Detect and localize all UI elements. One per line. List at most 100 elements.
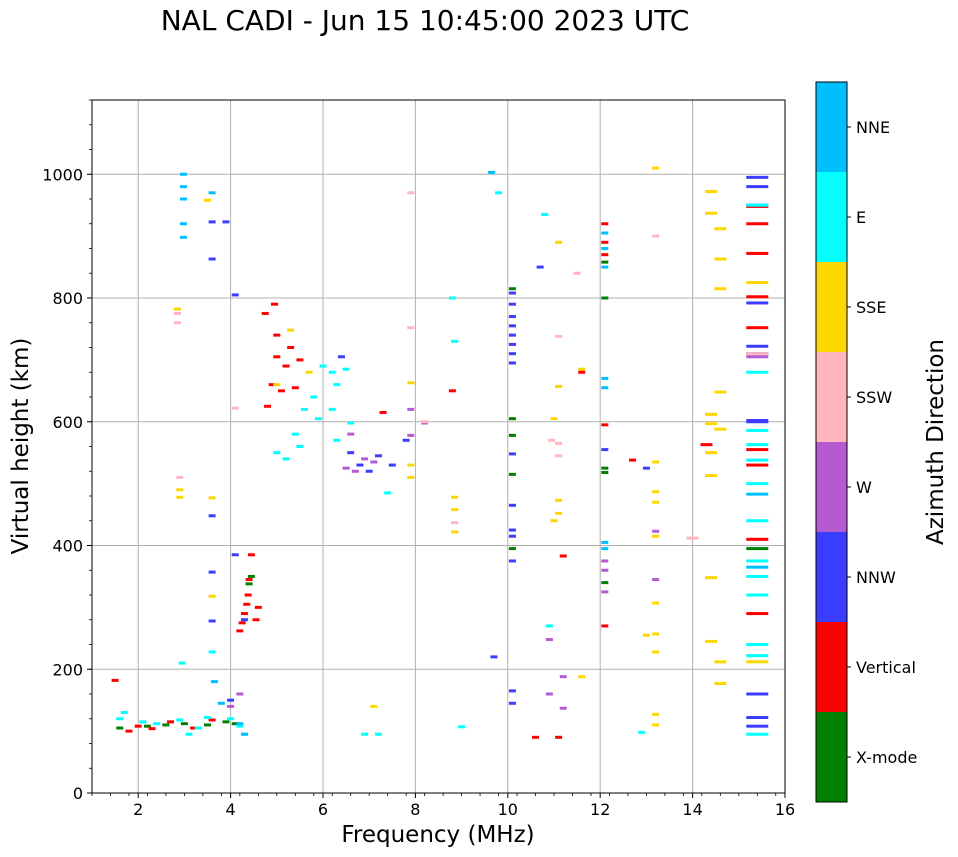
echo-point-e [361,732,369,736]
echo-point-x-mode [116,726,124,730]
echo-point-vertical [601,240,609,244]
echo-point-e [204,716,211,720]
echo-point-sse [705,639,718,643]
echo-point-nnw [746,420,769,424]
echo-point-nnw [208,257,216,261]
echo-point-sse [305,370,313,374]
echo-point-sse [208,496,216,500]
echo-point-vertical [243,602,251,606]
echo-point-nnw [746,175,769,179]
grid-lines [92,100,785,793]
colorbar-label-sse: SSE [856,298,886,317]
echo-point-vertical [148,727,156,731]
echo-point-sse [287,328,295,332]
echo-point-x-mode [746,547,769,551]
colorbar-swatch-x-mode [816,712,847,802]
echo-point-nne [179,235,187,239]
echo-point-vertical [125,729,133,733]
echo-point-vertical [190,726,198,730]
echo-point-w [601,590,609,594]
echo-point-w [347,432,355,436]
echo-point-vertical [247,553,255,557]
echo-point-vertical [273,355,281,359]
colorbar-label-ssw: SSW [856,388,892,407]
echo-point-nne [179,172,187,176]
echo-point-sse [578,367,586,371]
echo-point-ssw [451,521,459,525]
colorbar-swatch-nnw [816,532,847,622]
echo-point-ssw [555,441,563,445]
echo-point-sse [451,508,459,512]
echo-point-e [273,451,281,455]
echo-point-vertical [578,370,586,374]
echo-point-x-mode [508,547,516,551]
echo-point-vertical [448,389,456,393]
echo-point-ssw [555,454,563,458]
echo-point-e [347,421,355,425]
echo-point-sse [746,660,769,664]
echo-point-x-mode [601,470,609,474]
echo-point-e [545,624,553,628]
echo-point-sse [652,601,660,605]
echo-point-nnw [746,344,769,348]
echo-point-e [333,438,341,442]
echo-point-nnw [746,301,769,305]
echo-point-sse [407,381,415,385]
echo-point-e [746,458,769,462]
echo-point-sse [714,227,727,231]
x-tick-label: 4 [226,800,236,819]
echo-point-x-mode [508,472,516,476]
echo-point-nnw [490,655,498,659]
echo-point-e [541,212,549,216]
echo-point-e [328,370,336,374]
echo-point-sse [176,495,184,499]
echo-point-sse [714,427,727,431]
x-tick-label: 2 [133,800,143,819]
echo-point-ssw [176,475,184,479]
y-axis-ticks: 0 200 400 600 800 1000 [42,165,92,803]
echo-point-x-mode [180,722,188,726]
echo-point-x-mode [508,287,516,291]
echo-point-nnw [337,355,345,359]
echo-point-vertical [555,735,563,739]
echo-point-vertical [277,389,285,393]
echo-point-e [227,717,235,721]
colorbar-label-x-mode: X-mode [856,748,917,767]
echo-point-nne [179,197,187,201]
echo-point-nne [236,722,244,726]
echo-point-nne [488,170,496,174]
echo-point-nnw [508,342,516,346]
echo-point-ssw [231,406,239,410]
colorbar-swatch-vertical [816,622,847,712]
echo-point-nne [601,247,609,250]
colorbar-label: Azimuth Direction [923,339,949,545]
echo-point-x-mode [162,723,170,727]
echo-point-e [746,732,769,736]
x-tick-label: 14 [682,800,702,819]
echo-point-vertical [291,386,299,390]
echo-point-vertical [134,724,142,728]
echo-point-sse [273,383,281,387]
echo-point-nne [240,732,248,736]
echo-point-nne [601,386,609,390]
echo-point-e [384,491,392,495]
echo-point-e [116,717,124,721]
echo-point-nnw [508,559,516,563]
echo-point-sse [550,519,558,523]
echo-point-nnw [508,534,516,538]
echo-point-x-mode [222,720,230,724]
y-tick-label: 600 [52,413,83,432]
echo-point-sse [204,198,211,202]
echo-point-sse [714,390,727,394]
echo-point-e [746,482,769,486]
echo-point-ssw [407,191,415,195]
echo-point-nnw [208,570,216,574]
echo-point-vertical [296,358,304,362]
echo-point-vertical [746,251,769,255]
echo-point-ssw [407,326,415,330]
echo-point-vertical [601,624,609,628]
echo-point-ssw [573,271,581,275]
echo-point-ssw [173,311,181,315]
echo-point-e [120,711,128,715]
echo-point-vertical [252,618,260,622]
